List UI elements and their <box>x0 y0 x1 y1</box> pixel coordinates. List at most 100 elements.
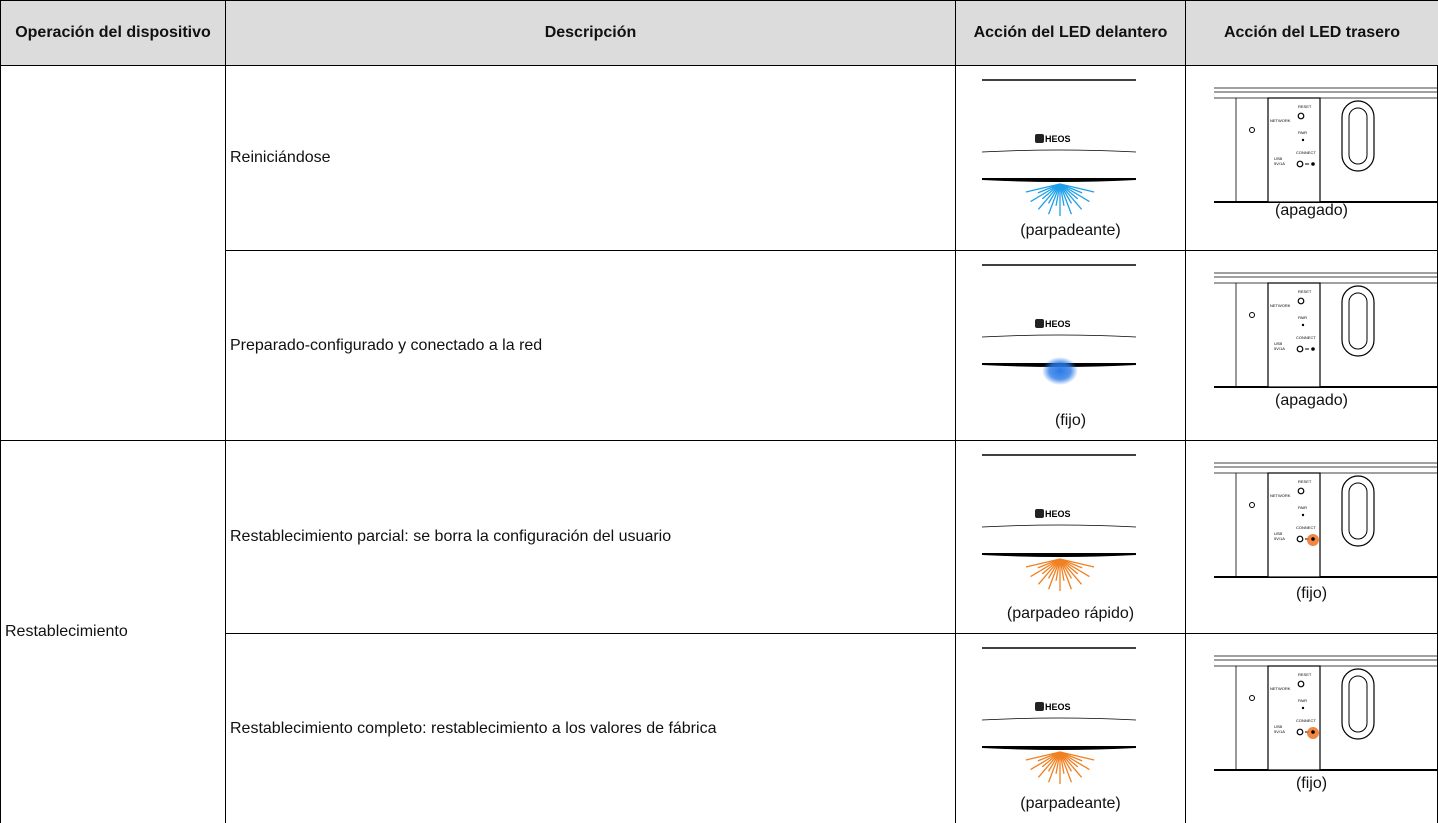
screw <box>1249 695 1255 701</box>
panel <box>1267 472 1321 578</box>
led-ray <box>1025 751 1061 761</box>
panel-label: RESET <box>1298 479 1312 484</box>
logo-text: HEOS <box>1045 319 1071 329</box>
led-ray <box>1055 183 1061 206</box>
panel-label: PAIR <box>1298 130 1307 135</box>
device-bar <box>982 178 1136 182</box>
led-ray <box>1059 558 1073 590</box>
front-led-cell: HEOS (fijo) <box>955 250 1186 441</box>
panel-label: 5V/1A <box>1274 536 1285 541</box>
led-ray <box>1059 183 1095 193</box>
description-cell-text: Restablecimiento completo: restablecimie… <box>230 719 717 737</box>
device-line <box>981 524 1137 528</box>
logo-icon <box>1035 702 1044 711</box>
header-cell: Acción del LED trasero <box>1185 0 1438 66</box>
panel-label: USB <box>1274 156 1283 161</box>
led-ray <box>1030 751 1061 771</box>
led-ray <box>1059 558 1073 579</box>
slot <box>1341 668 1375 740</box>
front-led-cell: HEOS (parpadeo rápido) <box>955 440 1186 634</box>
rear-led-label: (fijo) <box>1295 775 1328 792</box>
panel <box>1267 282 1321 388</box>
device-bar <box>982 553 1136 557</box>
description-cell-text: Restablecimiento parcial: se borra la co… <box>230 528 672 545</box>
button <box>1297 680 1305 688</box>
led-ray <box>1030 558 1061 578</box>
led-ray <box>1059 183 1065 206</box>
button <box>1297 297 1305 305</box>
led-ray <box>1059 558 1095 568</box>
panel-label: USB <box>1274 724 1283 729</box>
front-illustration: HEOS <box>981 79 1137 216</box>
led-dot <box>1311 730 1315 734</box>
led-ray <box>1025 183 1061 193</box>
button <box>1297 112 1305 120</box>
device-line <box>981 334 1137 338</box>
panel-label: PAIR <box>1298 698 1307 703</box>
front-illustration: HEOS <box>981 264 1137 385</box>
slot-inner <box>1348 292 1368 350</box>
description-cell-text: Reiniciándose <box>230 149 331 166</box>
led-ray <box>1037 751 1061 778</box>
panel-label: USB <box>1274 531 1283 536</box>
rear-led-cell: NETWORK RESET PAIR USB 5V/1A CONNECT (apagado) <box>1185 250 1438 441</box>
header-cell-text: Operación del dispositivo <box>15 24 211 41</box>
led-ray <box>1059 751 1073 783</box>
panel-label: USB <box>1274 341 1283 346</box>
operation-cell: Restablecimiento <box>0 440 226 823</box>
led-ray <box>1047 751 1061 783</box>
led-ray <box>1037 558 1061 585</box>
logo-icon <box>1035 509 1044 518</box>
panel <box>1267 665 1321 771</box>
led-ray <box>1059 183 1090 203</box>
led-dot <box>1311 347 1315 351</box>
led-glow <box>1042 357 1078 385</box>
panel-label: NETWORK <box>1270 303 1291 308</box>
front-led-cell: HEOS (parpadeante) <box>955 633 1186 823</box>
led-ray <box>1059 558 1090 578</box>
led-ray <box>1025 558 1061 568</box>
rear-led-cell: NETWORK RESET PAIR USB 5V/1A CONNECT (apagado) <box>1185 65 1438 251</box>
panel-label: RESET <box>1298 289 1312 294</box>
button <box>1297 487 1305 495</box>
panel-label: 5V/1A <box>1274 346 1285 351</box>
led-ray <box>1047 183 1061 215</box>
description-cell: Restablecimiento parcial: se borra la co… <box>225 440 956 634</box>
led-ray <box>1059 183 1073 204</box>
rear-led-label: (apagado) <box>1275 392 1348 409</box>
led-ray <box>1059 558 1065 581</box>
led-dot <box>1301 323 1305 327</box>
description-cell: Reiniciándose <box>225 65 956 251</box>
screw <box>1249 127 1255 133</box>
panel-label: PAIR <box>1298 315 1307 320</box>
device-bar <box>982 746 1136 750</box>
screw <box>1249 312 1255 318</box>
slot <box>1341 100 1375 172</box>
led-ray <box>1059 751 1073 772</box>
panel-label: RESET <box>1298 672 1312 677</box>
device-line <box>981 717 1137 721</box>
front-illustration: HEOS <box>981 647 1137 784</box>
button <box>1296 160 1304 168</box>
description-cell: Preparado-configurado y conectado a la r… <box>225 250 956 441</box>
panel-label: PAIR <box>1298 505 1307 510</box>
logo-icon <box>1035 319 1044 328</box>
front-led-label: (fijo) <box>1054 412 1087 429</box>
led-ray <box>1059 183 1073 215</box>
operation-cell <box>0 65 226 441</box>
device-line <box>981 149 1137 153</box>
screw <box>1249 502 1255 508</box>
rear-led-label: (apagado) <box>1275 202 1348 219</box>
led-ray <box>1037 183 1061 210</box>
panel-label: CONNECT <box>1296 150 1316 155</box>
panel-label: NETWORK <box>1270 686 1291 691</box>
logo-text: HEOS <box>1045 134 1071 144</box>
panel-label: 5V/1A <box>1274 161 1285 166</box>
button <box>1296 535 1304 543</box>
slot-inner <box>1348 675 1368 733</box>
slot-inner <box>1348 107 1368 165</box>
